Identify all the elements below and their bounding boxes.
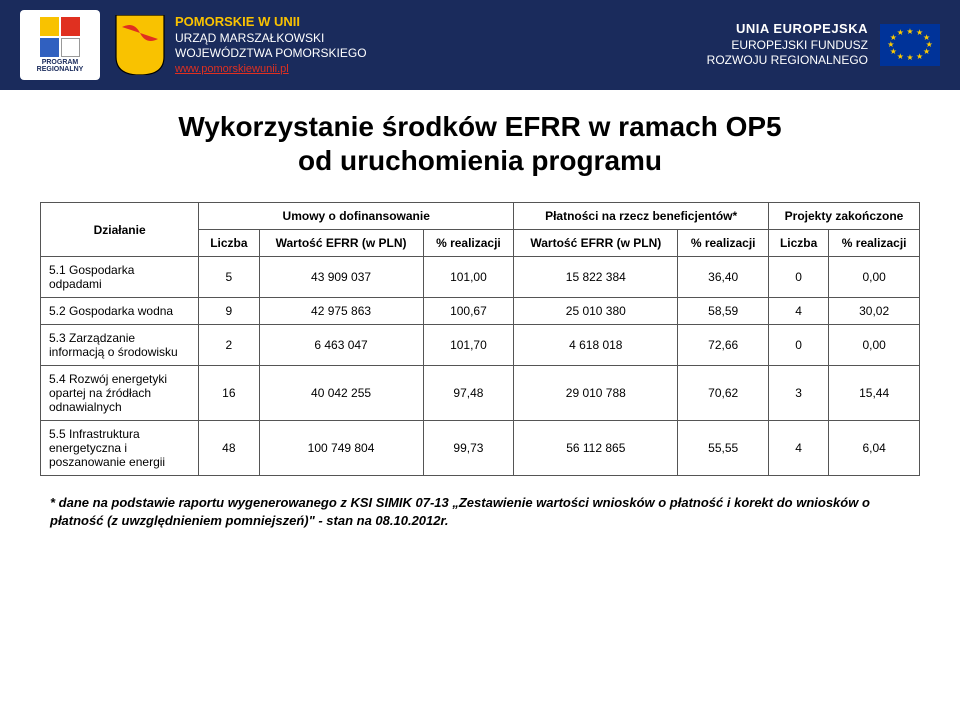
cell-pay-value: 15 822 384 [514,257,678,298]
header-center-text: POMORSKIE W UNII URZĄD MARSZAŁKOWSKI WOJ… [175,14,707,76]
table-row: 5.2 Gospodarka wodna942 975 863100,6725 … [41,298,920,325]
cell-agr-count: 48 [199,421,259,476]
cell-fin-pct: 15,44 [829,366,920,421]
header-center-link[interactable]: www.pomorskiewunii.pl [175,62,707,76]
cell-agr-pct: 99,73 [423,421,514,476]
cell-fin-count: 0 [769,325,829,366]
cell-agr-value: 42 975 863 [259,298,423,325]
cell-agr-value: 6 463 047 [259,325,423,366]
cell-label: 5.1 Gospodarka odpadami [41,257,199,298]
cell-fin-count: 4 [769,298,829,325]
header-bar: PROGRAM REGIONALNY POMORSKIE W UNII URZĄ… [0,0,960,90]
cell-pay-pct: 72,66 [678,325,769,366]
eu-text: UNIA EUROPEJSKA EUROPEJSKI FUNDUSZ ROZWO… [707,21,868,69]
cell-label: 5.2 Gospodarka wodna [41,298,199,325]
col-pay-value: Wartość EFRR (w PLN) [514,230,678,257]
header-center-line1: POMORSKIE W UNII [175,14,707,31]
cell-pay-pct: 55,55 [678,421,769,476]
cell-agr-count: 16 [199,366,259,421]
footnote-text: * dane na podstawie raportu wygenerowane… [40,494,920,529]
col-fin-pct: % realizacji [829,230,920,257]
cell-label: 5.4 Rozwój energetyki opartej na źródłac… [41,366,199,421]
cell-label: 5.5 Infrastruktura energetyczna i poszan… [41,421,199,476]
program-logo: PROGRAM REGIONALNY [20,10,100,80]
table-row: 5.3 Zarządzanie informacją o środowisku2… [41,325,920,366]
col-action: Działanie [41,203,199,257]
cell-pay-pct: 36,40 [678,257,769,298]
program-logo-text: PROGRAM REGIONALNY [37,59,84,73]
col-agr-value: Wartość EFRR (w PLN) [259,230,423,257]
table-row: 5.5 Infrastruktura energetyczna i poszan… [41,421,920,476]
col-pay-pct: % realizacji [678,230,769,257]
cell-pay-pct: 58,59 [678,298,769,325]
eu-text-line3: ROZWOJU REGIONALNEGO [707,53,868,69]
col-group-agreements: Umowy o dofinansowanie [199,203,514,230]
cell-agr-count: 5 [199,257,259,298]
table-row: 5.1 Gospodarka odpadami543 909 037101,00… [41,257,920,298]
cell-fin-pct: 6,04 [829,421,920,476]
cell-pay-value: 56 112 865 [514,421,678,476]
cell-fin-pct: 0,00 [829,257,920,298]
cell-fin-pct: 0,00 [829,325,920,366]
cell-fin-pct: 30,02 [829,298,920,325]
cell-pay-value: 29 010 788 [514,366,678,421]
col-fin-count: Liczba [769,230,829,257]
eu-flag-icon: ★★★★★★★★★★★★ [880,24,940,66]
cell-agr-pct: 101,70 [423,325,514,366]
cell-agr-value: 100 749 804 [259,421,423,476]
header-right: UNIA EUROPEJSKA EUROPEJSKI FUNDUSZ ROZWO… [707,21,940,69]
cell-agr-pct: 100,67 [423,298,514,325]
col-agr-count: Liczba [199,230,259,257]
data-table: Działanie Umowy o dofinansowanie Płatnoś… [40,202,920,476]
table-body: 5.1 Gospodarka odpadami543 909 037101,00… [41,257,920,476]
cell-agr-value: 43 909 037 [259,257,423,298]
cell-pay-value: 25 010 380 [514,298,678,325]
eu-text-line1: UNIA EUROPEJSKA [707,21,868,38]
page-title: Wykorzystanie środków EFRR w ramach OP5 … [40,110,920,177]
cell-agr-pct: 97,48 [423,366,514,421]
pomorskie-crest-icon [115,15,165,75]
col-group-finished: Projekty zakończone [769,203,920,230]
cell-fin-count: 0 [769,257,829,298]
cell-agr-pct: 101,00 [423,257,514,298]
cell-pay-pct: 70,62 [678,366,769,421]
table-row: 5.4 Rozwój energetyki opartej na źródłac… [41,366,920,421]
header-center-line3: WOJEWÓDZTWA POMORSKIEGO [175,46,707,62]
col-group-payments: Płatności na rzecz beneficjentów* [514,203,769,230]
eu-text-line2: EUROPEJSKI FUNDUSZ [707,38,868,54]
cell-label: 5.3 Zarządzanie informacją o środowisku [41,325,199,366]
cell-fin-count: 3 [769,366,829,421]
col-agr-pct: % realizacji [423,230,514,257]
content-area: Wykorzystanie środków EFRR w ramach OP5 … [0,90,960,539]
program-logo-icon [40,17,80,57]
header-center-line2: URZĄD MARSZAŁKOWSKI [175,31,707,47]
cell-agr-value: 40 042 255 [259,366,423,421]
cell-agr-count: 2 [199,325,259,366]
cell-pay-value: 4 618 018 [514,325,678,366]
cell-agr-count: 9 [199,298,259,325]
cell-fin-count: 4 [769,421,829,476]
